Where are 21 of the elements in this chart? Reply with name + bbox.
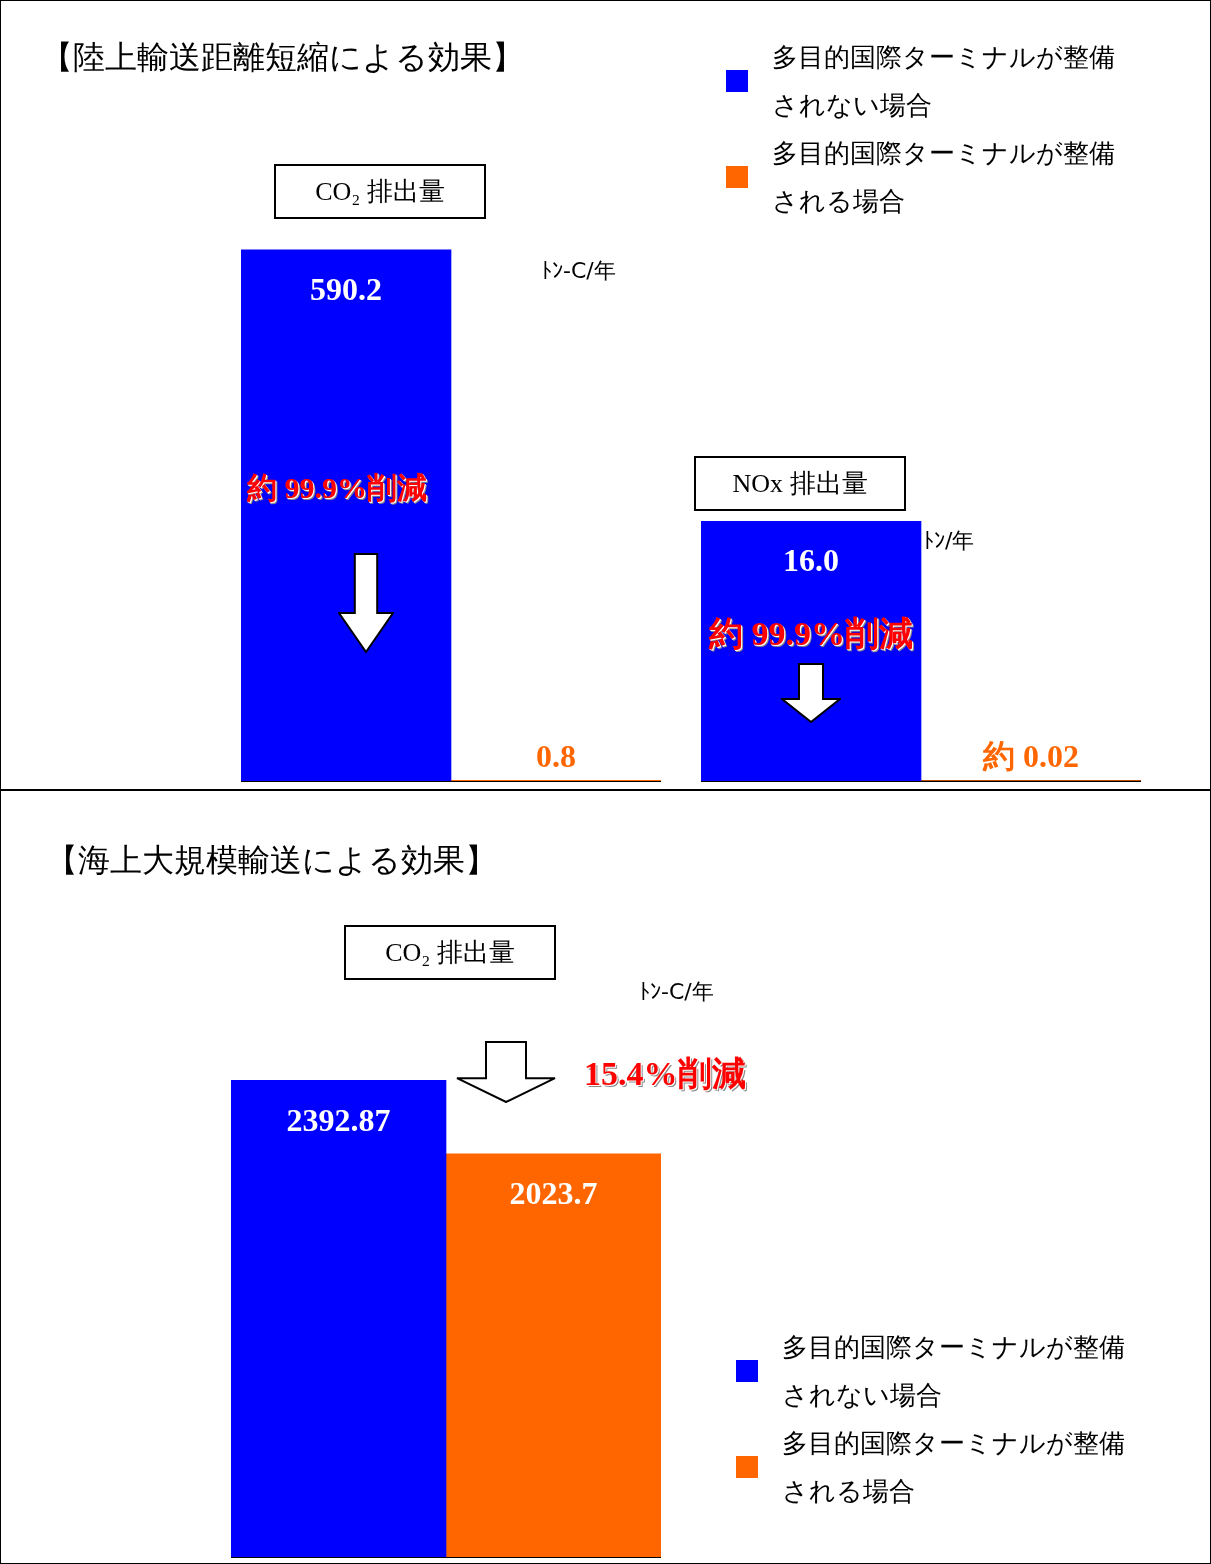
annotation: 約 99.9%削減 [709, 614, 913, 654]
annotation: 15.4%削減 [584, 1054, 746, 1094]
data-label: 16.0 [783, 542, 839, 579]
y-axis-title: ﾄﾝ-C/年 [639, 978, 714, 1006]
chart-subtitle: CO₂ 排出量 [274, 164, 486, 219]
legend-label: 多目的国際ターミナルが整備される場合 [772, 137, 1116, 218]
chart-subtitle: CO₂ 排出量 [344, 925, 556, 980]
legend-label: 多目的国際ターミナルが整備されない場合 [782, 1331, 1126, 1412]
legend-label: 多目的国際ターミナルが整備される場合 [782, 1427, 1126, 1508]
legend-label: 多目的国際ターミナルが整備されない場合 [772, 41, 1116, 122]
data-label: 2392.87 [286, 1101, 391, 1138]
data-label: 590.2 [310, 271, 382, 308]
annotation: 約 99.9%削減 [247, 470, 427, 506]
chart-title: NOx 排出量 [694, 456, 906, 511]
data-label: 0.8 [536, 737, 576, 774]
data-label: 約 0.02 [982, 737, 1079, 774]
data-label: 2023.7 [509, 1175, 598, 1212]
y-axis-title: ﾄﾝ/年 [923, 527, 975, 555]
chart-title: 【陸上輸送距離短縮による効果】 [41, 37, 524, 78]
y-axis-title: ﾄﾝ-C/年 [541, 257, 616, 285]
chart-title: 【海上大規模輸送による効果】 [46, 840, 497, 881]
